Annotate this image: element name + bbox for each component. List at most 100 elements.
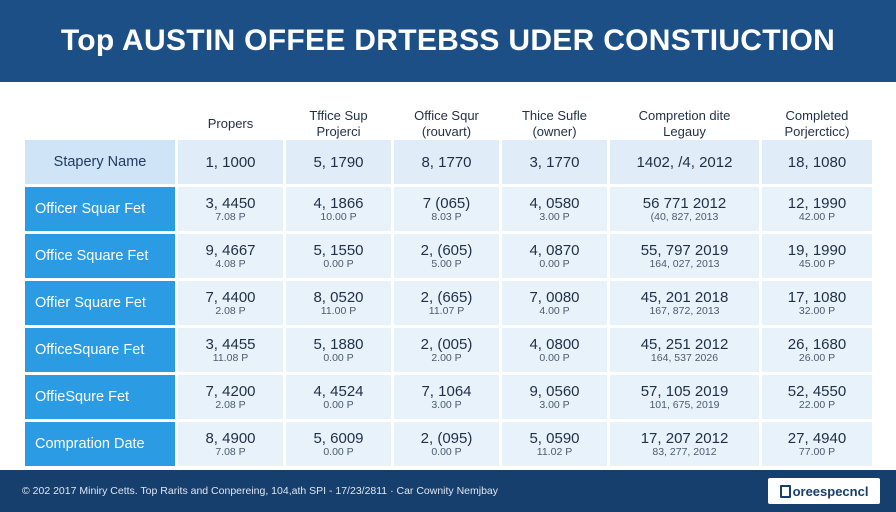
- cell-value: 4, 4524: [313, 382, 364, 400]
- cell-value: 7 (065): [422, 194, 471, 212]
- table-cell: 17, 1080 32.00 P: [762, 281, 872, 325]
- row-label: Offier Square Fet: [25, 281, 175, 325]
- cell-value: 56 771 2012: [642, 194, 727, 212]
- table-cell: 7, 4400 2.08 P: [178, 281, 283, 325]
- cell-value: 8, 4900: [205, 429, 256, 447]
- cell-value: 18, 1080: [787, 153, 847, 171]
- table-cell: 5, 6009 0.00 P: [286, 422, 391, 466]
- table-cell: 4, 4524 0.00 P: [286, 375, 391, 419]
- cell-subvalue: 167, 872, 2013: [649, 304, 720, 317]
- cell-subvalue: 26.00 P: [798, 351, 836, 364]
- cell-subvalue: 11.02 P: [536, 445, 573, 458]
- cell-value: 26, 1680: [787, 335, 847, 353]
- cell-subvalue: 101, 675, 2019: [649, 398, 720, 411]
- table-row: Compration Date 8, 4900 7.08 P 5, 6009 0.00 …: [25, 422, 872, 466]
- column-header-line2: (owner): [532, 124, 577, 139]
- cell-value: 5, 1880: [313, 335, 364, 353]
- cell-subvalue: 7.08 P: [215, 445, 246, 458]
- title-bar: Top AUSTIN OFFEE DRTEBSS UDER CONSTIUCTI…: [0, 0, 896, 82]
- row-label: OffieSqure Fet: [25, 375, 175, 419]
- brand-name: oreespecncl: [792, 483, 869, 499]
- table-cell: 26, 1680 26.00 P: [762, 328, 872, 372]
- cell-subvalue: 0.00 P: [431, 445, 462, 458]
- cell-value: 17, 207 2012: [640, 429, 729, 447]
- cell-value: 1, 1000: [205, 153, 256, 171]
- table-cell: 1402, /4, 2012: [610, 140, 759, 184]
- cell-value: 19, 1990: [787, 241, 847, 259]
- cell-subvalue: 0.00 P: [323, 257, 354, 270]
- brand-icon: [779, 484, 791, 498]
- cell-value: 2, (095): [420, 429, 473, 447]
- table-cell: 45, 251 2012 164, 537 2026: [610, 328, 759, 372]
- page-title: Top AUSTIN OFFEE DRTEBSS UDER CONSTIUCTI…: [60, 24, 836, 57]
- table-cell: 2, (605) 5.00 P: [394, 234, 499, 278]
- row-label: OfficeSquare Fet: [25, 328, 175, 372]
- cell-subvalue: 0.00 P: [539, 257, 570, 270]
- cell-value: 17, 1080: [787, 288, 847, 306]
- cell-subvalue: 3.00 P: [539, 398, 570, 411]
- table-row: Stapery Name 1, 1000 5, 1790 8, 1770 3, 1770…: [25, 140, 872, 184]
- table-cell: 2, (665) 11.07 P: [394, 281, 499, 325]
- table-cell: 3, 1770: [502, 140, 607, 184]
- table-cell: 57, 105 2019 101, 675, 2019: [610, 375, 759, 419]
- cell-value: 55, 797 2019: [640, 241, 729, 259]
- cell-value: 9, 4667: [205, 241, 256, 259]
- table-cell: 18, 1080: [762, 140, 872, 184]
- column-header-line1: Compretion dite: [638, 108, 731, 123]
- cell-subvalue: 164, 027, 2013: [649, 257, 720, 270]
- table-cell: 9, 4667 4.08 P: [178, 234, 283, 278]
- data-table: Propers Tffice Sup Projerci Office Squr (rou…: [0, 82, 896, 470]
- row-label: Office Square Fet: [25, 234, 175, 278]
- cell-subvalue: 5.00 P: [431, 257, 462, 270]
- row-label: Compration Date: [25, 422, 175, 466]
- column-header-line2: Legauy: [663, 124, 706, 139]
- cell-subvalue: 77.00 P: [798, 445, 836, 458]
- table-cell: 4, 0870 0.00 P: [502, 234, 607, 278]
- column-header: Propers: [178, 94, 283, 154]
- cell-subvalue: 4.08 P: [215, 257, 246, 270]
- cell-subvalue: 3.00 P: [431, 398, 462, 411]
- cell-value: 45, 201 2018: [640, 288, 729, 306]
- cell-value: 7, 4400: [205, 288, 256, 306]
- brand-logo: oreespecncl: [768, 478, 880, 504]
- table-cell: 9, 0560 3.00 P: [502, 375, 607, 419]
- cell-value: 3, 1770: [529, 153, 580, 171]
- table-cell: 7, 4200 2.08 P: [178, 375, 283, 419]
- table-cell: 4, 0800 0.00 P: [502, 328, 607, 372]
- cell-value: 3, 4450: [205, 194, 256, 212]
- table-cell: 17, 207 2012 83, 277, 2012: [610, 422, 759, 466]
- table-cell: 7, 1064 3.00 P: [394, 375, 499, 419]
- cell-subvalue: 11.00 P: [320, 304, 357, 317]
- column-header-line2: Porjercticc): [784, 124, 850, 139]
- table-cell: 2, (095) 0.00 P: [394, 422, 499, 466]
- column-header: Compretion dite Legauy: [610, 94, 759, 154]
- table-cell: 5, 1790: [286, 140, 391, 184]
- cell-value: 5, 6009: [313, 429, 364, 447]
- table-cell: 8, 0520 11.00 P: [286, 281, 391, 325]
- table-cell: 8, 4900 7.08 P: [178, 422, 283, 466]
- column-header: Completed Porjercticc): [762, 94, 872, 154]
- table-cell: 56 771 2012 (40, 827, 2013: [610, 187, 759, 231]
- cell-subvalue: 83, 277, 2012: [652, 445, 717, 458]
- cell-value: 5, 1790: [313, 153, 364, 171]
- cell-value: 4, 0580: [529, 194, 580, 212]
- cell-value: 5, 0590: [529, 429, 580, 447]
- column-header-line1: Completed: [785, 108, 849, 123]
- cell-subvalue: 11.07 P: [428, 304, 465, 317]
- cell-value: 52, 4550: [787, 382, 847, 400]
- table-row: OffieSqure Fet 7, 4200 2.08 P 4, 4524 0.00 P…: [25, 375, 872, 419]
- table-cell: 3, 4450 7.08 P: [178, 187, 283, 231]
- column-header-line1: Office Squr: [414, 108, 479, 123]
- cell-subvalue: 8.03 P: [431, 210, 462, 223]
- cell-subvalue: 2.00 P: [431, 351, 462, 364]
- column-header-line2: Projerci: [316, 124, 361, 139]
- table-row: Offier Square Fet 7, 4400 2.08 P 8, 0520 11.…: [25, 281, 872, 325]
- cell-subvalue: 7.08 P: [215, 210, 246, 223]
- table-cell: 8, 1770: [394, 140, 499, 184]
- table-cell: 4, 1866 10.00 P: [286, 187, 391, 231]
- cell-value: 7, 1064: [421, 382, 472, 400]
- table-cell: 19, 1990 45.00 P: [762, 234, 872, 278]
- table-cell: 7 (065) 8.03 P: [394, 187, 499, 231]
- cell-value: 4, 0800: [529, 335, 580, 353]
- cell-value: 45, 251 2012: [640, 335, 729, 353]
